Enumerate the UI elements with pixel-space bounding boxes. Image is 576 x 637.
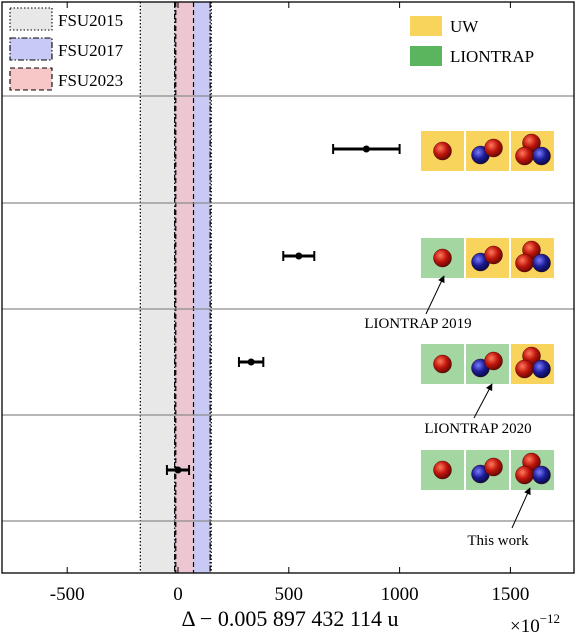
proton-icon <box>433 248 452 268</box>
annotation-arrow <box>425 275 445 315</box>
data-point-row-1 <box>332 144 401 154</box>
species-boxes <box>421 131 554 490</box>
plot-frame <box>1 1 575 574</box>
legend-uw-swatch <box>410 16 442 36</box>
data-points <box>165 144 401 475</box>
legend-fsu2023-label: FSU2023 <box>58 71 123 90</box>
x-tick-label: 1000 <box>381 584 419 605</box>
species-box-deuteron <box>466 131 509 171</box>
band-fsu2023 <box>175 2 194 573</box>
species-box-deuteron <box>466 344 509 384</box>
proton-icon <box>484 138 503 158</box>
legend-liontrap-label: LIONTRAP <box>450 47 534 66</box>
species-box-deuteron <box>466 238 509 278</box>
legend-fsu2017-swatch <box>9 37 53 61</box>
annotation-label: LIONTRAP 2020 <box>424 421 531 437</box>
data-point-row-3 <box>237 357 265 367</box>
source-legend: UW LIONTRAP <box>410 16 534 66</box>
species-box-helion <box>511 344 554 384</box>
species-box-proton <box>421 450 464 490</box>
annotation-row-2: LIONTRAP 2019 <box>364 275 472 332</box>
band-legend: FSU2015 FSU2017 FSU2023 <box>9 7 124 91</box>
proton-icon <box>433 460 452 480</box>
legend-fsu2023-swatch <box>9 67 53 91</box>
proton-icon <box>515 359 534 379</box>
proton-icon <box>484 245 503 265</box>
annotation-label: LIONTRAP 2019 <box>364 316 471 332</box>
data-point-marker <box>362 145 370 153</box>
species-box-helion <box>511 238 554 278</box>
proton-icon <box>515 253 534 273</box>
annotation-row-4: This work <box>467 487 531 549</box>
species-box-helion <box>511 131 554 171</box>
x-axis-scale-base: ×10 <box>510 616 540 637</box>
x-tick-label: 500 <box>275 584 304 605</box>
row-separators <box>2 95 574 522</box>
annotation-arrow <box>511 487 531 529</box>
legend-fsu2017-label: FSU2017 <box>58 41 124 60</box>
proton-icon <box>484 351 503 371</box>
species-box-proton <box>421 131 464 171</box>
annotation-label: This work <box>467 533 529 549</box>
legend-liontrap-swatch <box>410 46 442 66</box>
neutron-icon <box>532 146 551 166</box>
x-axis-ticks: -500 0 500 1000 1500 <box>50 2 529 605</box>
neutron-icon <box>532 465 551 485</box>
uncertainty-bands <box>139 2 212 573</box>
x-axis-scale-exponent: −12 <box>540 611 560 626</box>
proton-icon <box>515 465 534 485</box>
x-axis-title: Δ − 0.005 897 432 114 u <box>181 606 398 631</box>
annotation-row-3: LIONTRAP 2020 <box>424 383 532 437</box>
x-tick-label: -500 <box>50 584 85 605</box>
proton-icon <box>515 146 534 166</box>
data-point-row-4 <box>165 465 191 475</box>
legend-fsu2015-label: FSU2015 <box>58 11 123 30</box>
species-box-helion <box>511 450 554 490</box>
annotations: LIONTRAP 2019 LIONTRAP 2020 This work <box>364 275 532 549</box>
data-point-marker <box>247 358 255 366</box>
x-tick-label: 0 <box>173 584 183 605</box>
proton-icon <box>433 141 452 161</box>
neutron-icon <box>532 359 551 379</box>
species-box-proton <box>421 344 464 384</box>
proton-icon <box>484 457 503 477</box>
data-point-marker <box>174 466 182 474</box>
species-box-deuteron <box>466 450 509 490</box>
legend-fsu2015-swatch <box>9 7 53 31</box>
data-point-row-2 <box>282 251 316 261</box>
annotation-arrow <box>473 383 493 419</box>
data-point-marker <box>295 252 303 260</box>
proton-icon <box>433 354 452 374</box>
x-axis-scale-label: ×10−12 <box>510 611 560 637</box>
neutron-icon <box>532 253 551 273</box>
x-tick-label: 1500 <box>491 584 529 605</box>
legend-uw-label: UW <box>450 17 479 36</box>
species-box-proton <box>421 238 464 278</box>
